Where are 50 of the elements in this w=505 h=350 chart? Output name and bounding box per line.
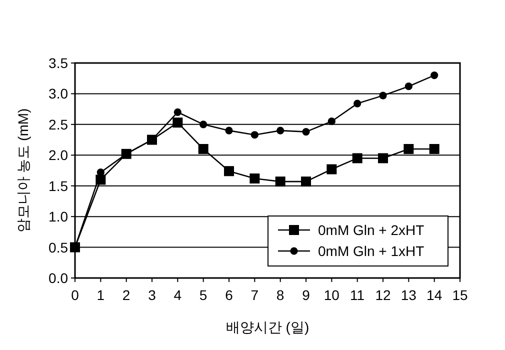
point bbox=[328, 118, 336, 126]
legend-label: 0mM Gln + 2xHT bbox=[318, 222, 425, 238]
y-tick-label: 2.5 bbox=[48, 116, 68, 132]
point bbox=[276, 126, 284, 134]
y-tick-label: 1.0 bbox=[48, 208, 68, 225]
legend-label: 0mM Gln + 1xHT bbox=[318, 243, 425, 259]
point bbox=[174, 108, 182, 116]
point bbox=[429, 144, 440, 154]
point bbox=[378, 153, 388, 164]
point bbox=[404, 144, 414, 154]
x-tick-label: 6 bbox=[225, 287, 234, 303]
point bbox=[275, 176, 286, 187]
x-tick-label: 3 bbox=[148, 287, 156, 303]
x-tick-label: 8 bbox=[276, 287, 284, 303]
y-tick-label: 0.5 bbox=[48, 239, 68, 256]
x-tick-label: 14 bbox=[426, 287, 442, 303]
y-tick-label: 1.5 bbox=[48, 178, 68, 194]
x-tick-label: 2 bbox=[122, 287, 130, 303]
point bbox=[200, 120, 208, 128]
point bbox=[250, 131, 258, 139]
x-tick-label: 1 bbox=[96, 287, 105, 303]
point bbox=[404, 82, 412, 90]
point bbox=[224, 166, 234, 176]
x-tick-label: 9 bbox=[302, 287, 310, 303]
y-tick-label: 3.5 bbox=[48, 55, 68, 71]
x-axis-title: 배양시간 (일) bbox=[226, 319, 310, 335]
point bbox=[430, 71, 438, 80]
x-tick-label: 12 bbox=[375, 287, 391, 303]
point bbox=[354, 100, 362, 108]
point bbox=[379, 92, 387, 100]
x-tick-label: 0 bbox=[71, 287, 80, 303]
point bbox=[172, 118, 183, 128]
y-tick-label: 3.0 bbox=[48, 86, 68, 102]
x-tick-label: 7 bbox=[250, 287, 259, 303]
x-tick-label: 11 bbox=[350, 287, 365, 303]
point bbox=[198, 144, 208, 154]
x-tick-label: 10 bbox=[324, 287, 340, 303]
point bbox=[250, 173, 260, 184]
y-axis-title: 암모니아 농도 (mM) bbox=[15, 108, 31, 233]
x-tick-label: 15 bbox=[452, 287, 468, 303]
point bbox=[352, 153, 362, 164]
point bbox=[302, 128, 310, 136]
x-tick-label: 5 bbox=[199, 287, 208, 303]
x-tick-label: 13 bbox=[400, 287, 417, 303]
y-tick-label: 2.0 bbox=[48, 147, 68, 164]
point bbox=[301, 176, 311, 187]
x-tick-label: 4 bbox=[174, 287, 182, 303]
point bbox=[326, 164, 337, 174]
y-tick-label: 0.0 bbox=[48, 270, 68, 286]
point bbox=[225, 126, 233, 134]
